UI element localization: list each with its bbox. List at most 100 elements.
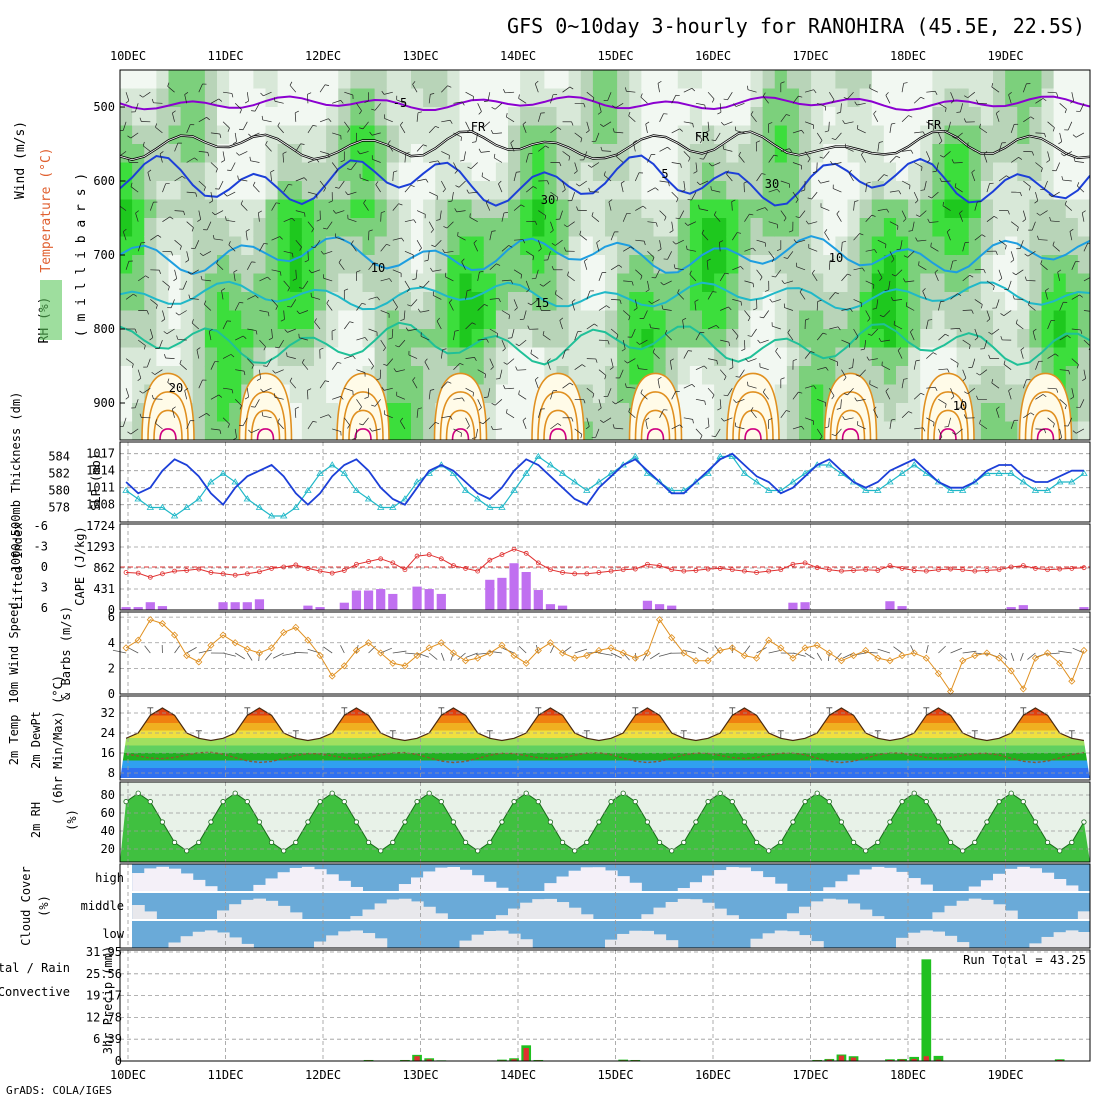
date-tick-label-top: 15DEC [597,49,633,63]
wind-barb [1023,180,1031,187]
rh-shade-cell [217,236,230,256]
wind-barb-flag [551,265,554,270]
rh-shade-cell [144,255,157,275]
rh-shade-cell [1005,273,1018,293]
rh-shade-cell [301,403,315,423]
wind-barb [125,358,134,365]
wind-barb [307,421,314,430]
rh-shade-cell [714,144,727,164]
rh-shade-cell [592,273,606,293]
cloud-cell [556,902,570,920]
wind-barb [172,112,175,122]
wind-barb [787,251,794,259]
rh-shade-cell [132,347,145,367]
rh-shade-cell [1077,403,1090,423]
rh-shade-cell [532,199,545,219]
contour-label: 10 [953,399,967,413]
rh-shade-cell [411,236,424,256]
wind-barb-flag [580,138,583,143]
wind-speed-point [231,639,239,647]
wind-barb-flag [371,404,376,407]
rh-shade-cell [132,218,145,238]
wind-barb-flag [606,305,610,309]
wind-barb [265,144,272,152]
precip-convective-bar [850,1057,857,1061]
wind-barb-flag [443,226,448,229]
wind-barb [960,103,964,113]
rh-tick-label: 20 [101,842,115,856]
wind-barb [477,271,480,281]
wind-barb [687,249,697,252]
rh-shade-cell [471,181,485,201]
rh-shade-cell [605,181,618,201]
rh-shade-cell [411,88,424,108]
wind-barb [242,121,248,130]
rh-shade-cell [204,199,218,219]
wind-barb [865,214,873,222]
wind-barb-flag [783,217,787,222]
rh-shade-cell [398,162,412,182]
wind-barb-flag [759,276,763,281]
wind-barb-flag [1068,370,1071,375]
rh-shade-cell [520,162,533,182]
wind-barb [505,91,515,94]
wind-barb-flag [350,240,354,245]
wind-barb [610,231,615,241]
cape-bar [788,602,798,610]
wind-barb [221,290,224,300]
rh-shade-cell [338,218,351,238]
ylabel-precip-total: Total / Rain [0,961,70,975]
wind-barb [1047,417,1055,424]
rh-shade-cell [592,384,606,404]
wind-barb [744,280,754,284]
wind-barb [901,115,909,123]
li-point [317,568,323,574]
wind-barb-flag [915,359,920,362]
wind-barb-flag [805,318,810,321]
wind-barb-flag [649,323,651,328]
rh-shade-cell [896,421,909,440]
rh-shade-cell [1017,144,1030,164]
wind-barb [695,398,705,402]
rh-shade-cell [217,218,230,238]
rh-shade-cell [568,125,582,145]
wind-barb-flag [471,141,477,143]
rh-shade-cell [471,236,485,256]
wind-barb [747,358,757,363]
wind-barb [522,420,527,430]
rh-shade-cell [811,199,824,219]
rh-shade-cell [580,181,594,201]
wind-barb [995,299,1000,309]
wind-barb [792,425,802,430]
wind-barb [283,280,290,288]
thickness-point [243,495,252,502]
wind-barb [683,350,689,359]
rh-shade-cell [326,107,339,127]
wind-barb-flag [255,330,258,335]
wind-barb-flag [963,414,967,419]
rh-shade-cell [1029,236,1043,256]
wind-barb [335,237,345,241]
rh-shade-cell [605,88,618,108]
ylabel-pressure: ( m i l l i b a r s ) [74,173,89,337]
wind-barb-flag [491,107,496,110]
wind-barb-flag [597,111,602,115]
rh-shade-cell [932,70,946,90]
rh-shade-cell [204,421,218,440]
rh-shade-cell [835,70,849,90]
cloud-cell [508,933,521,948]
rh-shade-cell [217,347,230,367]
rh-shade-cell [896,292,909,312]
wind-barb-flag [762,92,766,97]
wind-barb [974,201,978,211]
rh-shade-cell [483,88,497,108]
cloud-cell [1029,943,1042,948]
rh-point [620,790,626,796]
wind-barb-flag [976,372,980,376]
cloud-cell [1065,885,1079,892]
rh-shade-cell [459,144,473,164]
wind-barb-flag [261,115,264,120]
dewpoint-line [125,751,1085,764]
rh-shade-cell [932,144,946,164]
rh-point [232,790,238,796]
